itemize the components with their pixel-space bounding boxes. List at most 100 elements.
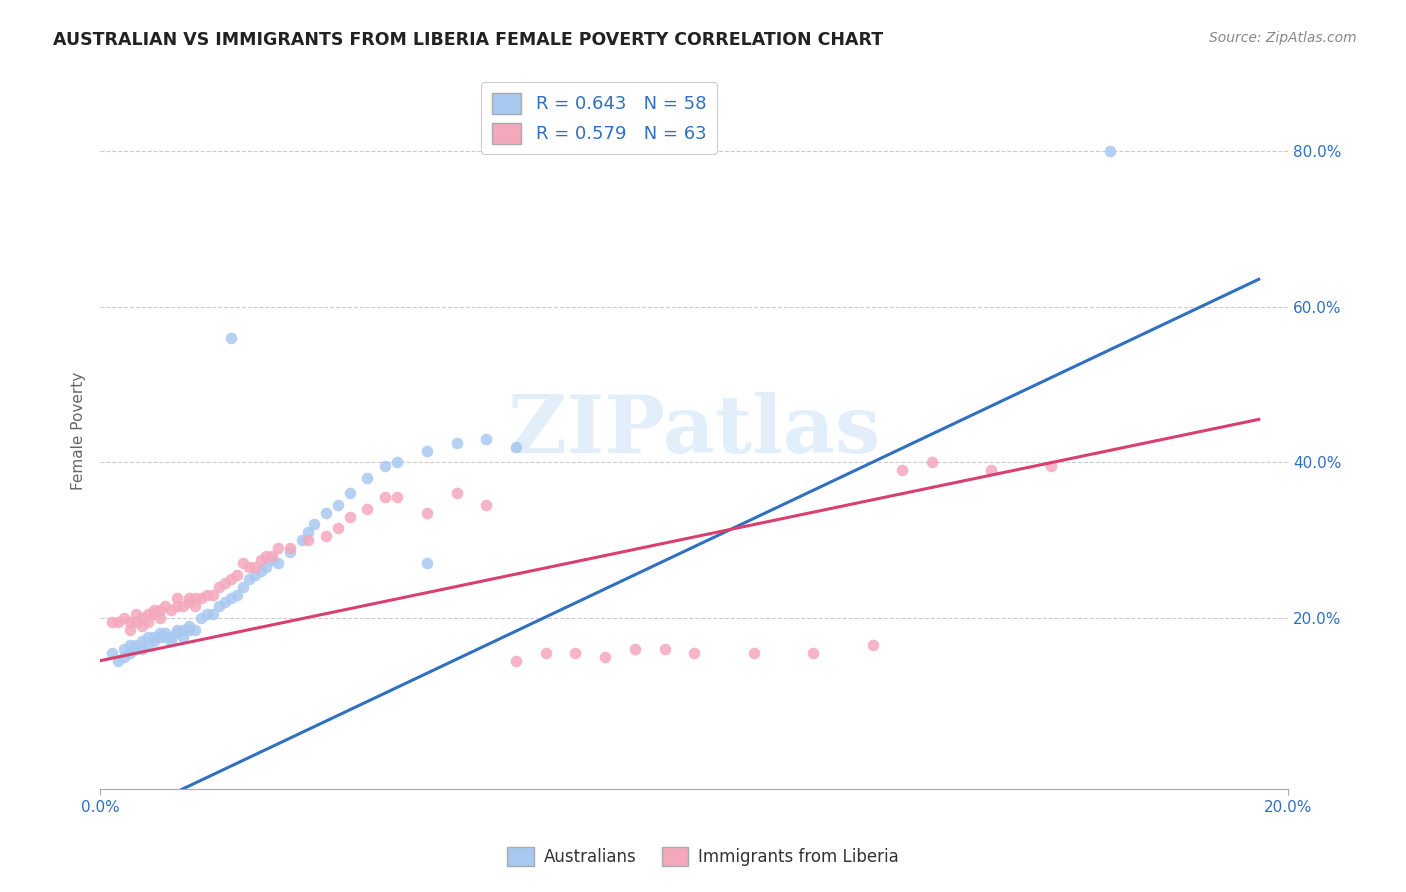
Point	[190, 591, 212, 606]
Point	[160, 631, 183, 645]
Point	[416, 557, 439, 571]
Point	[278, 541, 301, 555]
Point	[112, 611, 135, 625]
Point	[326, 521, 349, 535]
Point	[921, 455, 943, 469]
Point	[238, 560, 260, 574]
Point	[374, 490, 396, 504]
Text: AUSTRALIAN VS IMMIGRANTS FROM LIBERIA FEMALE POVERTY CORRELATION CHART: AUSTRALIAN VS IMMIGRANTS FROM LIBERIA FE…	[53, 31, 883, 49]
Point	[136, 631, 159, 645]
Point	[118, 615, 141, 629]
Point	[148, 611, 170, 625]
Point	[179, 618, 201, 632]
Text: ZIPatlas: ZIPatlas	[508, 392, 880, 470]
Point	[446, 435, 468, 450]
Point	[256, 549, 278, 563]
Point	[801, 646, 824, 660]
Point	[155, 599, 177, 614]
Point	[654, 642, 676, 657]
Point	[742, 646, 765, 660]
Point	[683, 646, 706, 660]
Point	[624, 642, 647, 657]
Point	[302, 517, 325, 532]
Point	[208, 580, 231, 594]
Point	[593, 649, 616, 664]
Point	[256, 560, 278, 574]
Point	[190, 611, 212, 625]
Point	[315, 529, 337, 543]
Point	[534, 646, 557, 660]
Point	[219, 591, 242, 606]
Text: Source: ZipAtlas.com: Source: ZipAtlas.com	[1209, 31, 1357, 45]
Legend: R = 0.643   N = 58, R = 0.579   N = 63: R = 0.643 N = 58, R = 0.579 N = 63	[481, 82, 717, 154]
Point	[179, 595, 201, 609]
Legend: Australians, Immigrants from Liberia: Australians, Immigrants from Liberia	[501, 840, 905, 873]
Point	[326, 498, 349, 512]
Point	[142, 607, 165, 621]
Point	[166, 599, 188, 614]
Point	[101, 646, 124, 660]
Point	[148, 626, 170, 640]
Point	[160, 603, 183, 617]
Point	[387, 455, 409, 469]
Point	[214, 575, 236, 590]
Point	[118, 623, 141, 637]
Point	[131, 634, 153, 648]
Point	[179, 623, 201, 637]
Point	[112, 642, 135, 657]
Point	[243, 560, 266, 574]
Point	[142, 634, 165, 648]
Point	[291, 533, 314, 547]
Point	[131, 611, 153, 625]
Point	[243, 568, 266, 582]
Point	[148, 631, 170, 645]
Point	[238, 572, 260, 586]
Point	[125, 607, 148, 621]
Point	[184, 591, 207, 606]
Point	[262, 552, 284, 566]
Point	[112, 649, 135, 664]
Point	[118, 638, 141, 652]
Point	[262, 549, 284, 563]
Point	[387, 490, 409, 504]
Point	[475, 432, 498, 446]
Point	[267, 557, 290, 571]
Point	[297, 533, 319, 547]
Point	[249, 564, 271, 578]
Point	[184, 623, 207, 637]
Point	[356, 471, 378, 485]
Point	[118, 646, 141, 660]
Point	[125, 638, 148, 652]
Point	[136, 607, 159, 621]
Point	[475, 498, 498, 512]
Point	[172, 631, 194, 645]
Point	[142, 631, 165, 645]
Point	[862, 638, 884, 652]
Point	[101, 615, 124, 629]
Point	[136, 615, 159, 629]
Point	[142, 603, 165, 617]
Point	[980, 463, 1002, 477]
Point	[195, 607, 218, 621]
Point	[225, 588, 247, 602]
Point	[155, 626, 177, 640]
Point	[505, 440, 527, 454]
Point	[202, 607, 225, 621]
Point	[232, 557, 254, 571]
Point	[339, 509, 361, 524]
Point	[374, 459, 396, 474]
Point	[416, 443, 439, 458]
Point	[564, 646, 586, 660]
Point	[356, 502, 378, 516]
Point	[219, 331, 242, 345]
Y-axis label: Female Poverty: Female Poverty	[72, 372, 86, 491]
Point	[1099, 144, 1122, 158]
Point	[179, 591, 201, 606]
Point	[202, 588, 225, 602]
Point	[166, 626, 188, 640]
Point	[214, 595, 236, 609]
Point	[131, 642, 153, 657]
Point	[225, 568, 247, 582]
Point	[339, 486, 361, 500]
Point	[107, 654, 129, 668]
